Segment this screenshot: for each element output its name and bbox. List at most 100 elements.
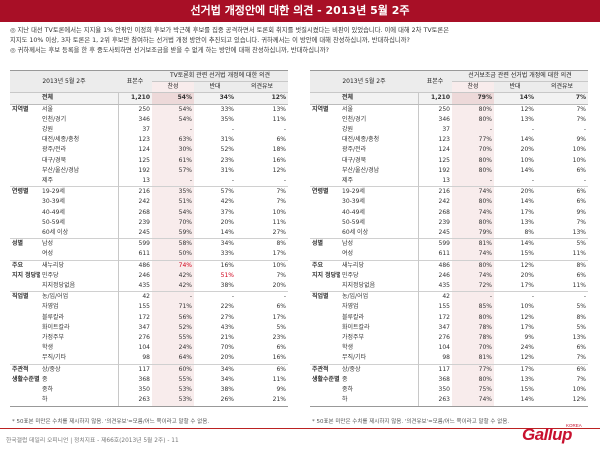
table-row: 전체 1,210 79% 14% 7% (310, 92, 588, 105)
cell-sample-size: 276 (117, 333, 152, 344)
cell-sample-size: 346 (417, 114, 452, 126)
cell-sample-size: 599 (117, 238, 152, 250)
row-label: 상/중상 (40, 363, 118, 375)
table-row: 대전/세종/충청 123 77% 14% 9% (310, 135, 588, 146)
cell-undecided: 17% (272, 313, 286, 321)
table-row: 화이트칼라 347 78% 17% 5% (310, 322, 588, 334)
row-label: 학생 (342, 344, 354, 352)
cell-agree: 80% (452, 312, 494, 323)
table-row: 주관적 상/중상 117 60% 34% 6% (10, 363, 288, 375)
row-category (10, 228, 40, 239)
cell-sample-size: 347 (117, 322, 152, 334)
cell-undecided: 7% (576, 375, 586, 383)
cell-undecided: - (283, 126, 286, 134)
cell-agree: 74% (452, 186, 494, 198)
cell-undecided: 6% (536, 186, 588, 198)
row-category (310, 395, 340, 407)
cell-agree: 63% (152, 135, 194, 146)
cell-disagree: 12% (494, 259, 536, 271)
row-category (10, 218, 40, 228)
row-category: 지지 정당별 (312, 271, 340, 279)
row-label: 지지정당없음 (342, 282, 376, 290)
cell-sample-size: 192 (417, 165, 452, 177)
table-row: 하 263 53% 26% 21% (10, 395, 288, 407)
row-category (310, 125, 340, 135)
cell-disagree: 21% (220, 334, 234, 342)
row-category (310, 249, 340, 260)
table-row: 30-39세 242 51% 42% 7% (10, 197, 288, 208)
row-label: 전체 (340, 92, 418, 105)
cell-undecided: 6% (276, 303, 286, 311)
cell-agree: 30% (152, 145, 194, 156)
row-category (310, 385, 340, 395)
row-label: 30-39세 (42, 198, 65, 206)
table-date-label: 2013년 5월 2주 (310, 69, 418, 94)
cell-agree: 80% (452, 103, 494, 115)
row-label: 50-59세 (342, 218, 365, 226)
cell-sample-size: 42 (117, 291, 152, 303)
cell-undecided: 6% (576, 344, 586, 352)
cell-agree: 74% (152, 259, 194, 271)
row-label: 남성 (340, 238, 418, 250)
cell-disagree: 17% (520, 323, 534, 331)
cell-agree: 51% (152, 197, 194, 208)
cell-undecided: 9% (576, 136, 586, 144)
row-label: 19-29세 (40, 186, 118, 198)
row-category: 직업별 (10, 291, 40, 303)
cell-disagree: 38% (220, 282, 234, 290)
cell-undecided: 6% (276, 344, 286, 352)
row-label: 민주당 (42, 271, 59, 279)
row-label: 대전/세종/충청 (42, 136, 80, 144)
row-label: 가정주부 (42, 334, 65, 342)
cell-sample-size: 172 (417, 312, 452, 323)
table-row: 무직/기타 98 64% 20% 16% (10, 353, 288, 365)
cell-sample-size: 1,210 (417, 92, 452, 105)
cell-sample-size: 611 (117, 249, 152, 261)
table-row: 제주 13- - - (310, 176, 588, 187)
cell-sample-size: 37 (417, 125, 452, 136)
cell-disagree: 37% (220, 208, 234, 216)
table-row: 지지 정당별 민주당 246 74% 20% 6% (310, 270, 588, 282)
table-row: 가정주부 276 55% 21% 23% (10, 333, 288, 344)
table-row: 블루칼라 172 56% 27% 17% (10, 312, 288, 323)
row-category: 생활수준별 (312, 375, 340, 383)
row-category: 직업별 (310, 291, 340, 303)
row-label: 민주당 (342, 271, 359, 279)
row-label: 여성 (42, 250, 54, 258)
cell-disagree: 10% (520, 303, 534, 311)
row-label: 제주 (342, 177, 354, 185)
cell-sample-size: 350 (417, 385, 452, 396)
cell-disagree: 14% (220, 229, 234, 237)
cell-disagree: 17% (494, 363, 536, 375)
cell-sample-size: 124 (117, 145, 152, 156)
row-label: 새누리당 (40, 259, 118, 271)
row-category: 연령별 (310, 186, 340, 198)
row-category: 주요 (310, 259, 340, 271)
question-1-line-2: 지지도 10% 이상, 3자 토론은 1, 2위 후보만 참여하는 선거법 개정… (10, 37, 410, 44)
row-label: 대구/경북 (342, 156, 367, 164)
cell-agree: 79% (452, 228, 494, 239)
cell-sample-size: 192 (117, 165, 152, 177)
cell-sample-size: 155 (117, 302, 152, 313)
row-label: 부산/울산/경남 (342, 166, 380, 174)
cell-sample-size: 368 (417, 374, 452, 386)
row-category (310, 353, 340, 364)
cell-disagree: 70% (220, 344, 234, 352)
row-category (10, 208, 40, 218)
row-label: 농/임/어업 (340, 291, 418, 303)
table-row: 블루칼라 172 80% 12% 8% (310, 312, 588, 323)
table-row: 화이트칼라 347 52% 43% 5% (10, 322, 288, 334)
cell-undecided: 10% (572, 156, 586, 164)
cell-sample-size: 117 (417, 363, 452, 375)
cell-agree: 77% (452, 363, 494, 375)
table-row: 생활수준별 중 368 80% 13% 7% (310, 374, 588, 386)
cell-sample-size: 346 (117, 114, 152, 126)
cell-sample-size: 98 (117, 353, 152, 365)
cell-agree: 78% (452, 322, 494, 334)
row-category (10, 166, 40, 176)
cell-undecided: 7% (236, 186, 288, 198)
row-category (310, 145, 340, 155)
col-header-agree: 찬성 (452, 81, 494, 94)
row-category (310, 333, 340, 343)
